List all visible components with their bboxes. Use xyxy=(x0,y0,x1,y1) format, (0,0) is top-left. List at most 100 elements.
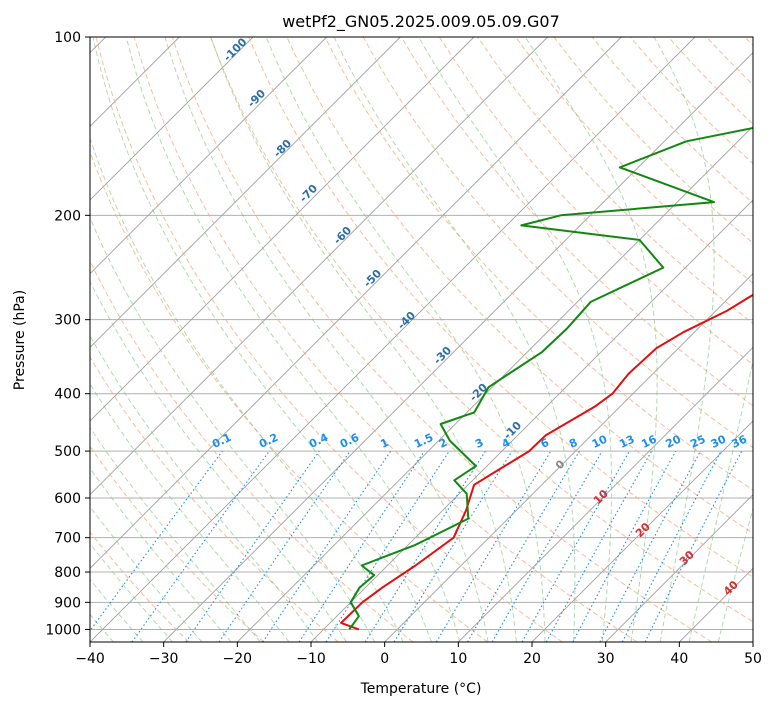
mixing-ratio-line xyxy=(325,450,450,642)
profile-series xyxy=(340,126,753,631)
dry-adiabat-line xyxy=(515,37,753,284)
moist-adiabat-line xyxy=(653,37,715,642)
y-tick-label: 900 xyxy=(54,595,81,611)
moist-adiabat-line xyxy=(90,334,319,642)
mixing-ratio-line xyxy=(185,450,320,642)
skewed-isotherms xyxy=(90,37,753,642)
y-tick-label: 800 xyxy=(54,565,81,581)
isotherm-line xyxy=(90,37,327,275)
mixing-ratio-line xyxy=(131,450,270,642)
dry-adiabat-line xyxy=(90,356,339,642)
mixing-ratio-label: 20 xyxy=(664,432,684,450)
mixing-ratio-line xyxy=(644,450,743,642)
isotherm-line xyxy=(237,125,753,642)
x-tick-label: −20 xyxy=(223,651,253,667)
y-axis-label: Pressure (hPa) xyxy=(12,290,28,390)
moist-adiabat-line xyxy=(125,37,461,642)
mixing-ratio-label: 10 xyxy=(590,432,610,450)
dry-adiabat-line xyxy=(171,37,712,642)
y-tick-label: 200 xyxy=(54,208,81,224)
y-tick-label: 500 xyxy=(54,444,81,460)
dry-adiabat-line xyxy=(324,37,753,491)
moist-adiabat-line xyxy=(265,37,546,642)
moist-adiabat-line xyxy=(333,37,576,642)
moist-adiabats xyxy=(90,37,753,642)
x-tick-label: 0 xyxy=(380,651,389,667)
isotherm-line xyxy=(90,37,696,642)
moist-adiabat-line xyxy=(92,37,432,642)
dry-adiabat-line xyxy=(90,259,414,642)
dry-adiabat-line xyxy=(248,37,753,578)
x-tick-label: 20 xyxy=(523,651,541,667)
y-tick-label: 600 xyxy=(54,491,81,507)
x-tick-label: 10 xyxy=(449,651,467,667)
mixing-ratio-line xyxy=(298,450,425,642)
mixing-ratio-label: 16 xyxy=(639,432,659,450)
x-tick-label: 50 xyxy=(744,651,762,667)
plot-frame xyxy=(89,36,754,643)
isotherm-line xyxy=(90,37,475,422)
isotherm-line xyxy=(531,420,753,642)
mixing-ratio-line xyxy=(218,450,351,642)
moist-adiabat-line xyxy=(90,136,404,642)
y-tick-label: 400 xyxy=(54,387,81,403)
x-tick-label: −40 xyxy=(75,651,105,667)
mixing-ratio-label: 30 xyxy=(709,432,729,450)
chart-title: wetPf2_GN05.2025.009.05.09.G07 xyxy=(282,12,560,32)
x-tick-label: −10 xyxy=(296,651,326,667)
dry-adiabats xyxy=(90,37,753,642)
y-tick-label: 1000 xyxy=(45,622,81,638)
dry-adiabat-line xyxy=(400,37,753,407)
moist-adiabat-line xyxy=(90,382,290,642)
dewpoint-profile-line xyxy=(348,126,753,630)
mixing-ratio-label: 36 xyxy=(730,432,750,450)
moist-adiabat-line xyxy=(210,37,517,642)
dry-adiabat-line xyxy=(438,37,753,366)
moist-adiabat-line xyxy=(688,358,753,642)
isotherm-line xyxy=(90,37,622,569)
dry-adiabat-line xyxy=(90,150,488,642)
isotherm-line xyxy=(605,494,753,642)
isobar-gridlines xyxy=(90,37,753,630)
x-tick-label: 40 xyxy=(670,651,688,667)
y-tick-label: 100 xyxy=(54,30,81,46)
isotherm-line xyxy=(90,37,254,201)
dry-adiabat-line xyxy=(90,445,264,642)
y-axis-ticks: 100 200 300 400 500 600 700 800 900 1000 xyxy=(45,30,90,638)
dry-adiabat-line xyxy=(210,37,753,623)
plot-area: 0.1 0.2 0.4 0.6 1 1.5 2 3 4 6 8 10 13 16 20 25 30 36-100-… xyxy=(90,37,753,642)
moist-adiabat-line xyxy=(524,37,658,642)
dry-adiabat-line xyxy=(90,531,190,642)
isotherm-line xyxy=(163,52,753,642)
isotherm-line xyxy=(90,37,401,348)
moist-adiabat-line xyxy=(90,426,261,642)
x-tick-label: 30 xyxy=(597,651,615,667)
mixing-ratio-line xyxy=(393,450,513,642)
isotherm-line xyxy=(458,346,753,642)
mixing-ratio-line xyxy=(572,450,677,642)
x-tick-label: −30 xyxy=(149,651,179,667)
moist-adiabat-line xyxy=(90,467,232,642)
x-axis-label: Temperature (°C) xyxy=(360,681,482,697)
mixing-ratio-label: 13 xyxy=(617,433,636,451)
mixing-ratio-line xyxy=(90,450,223,632)
isotherm-line xyxy=(90,37,548,496)
moist-adiabat-line xyxy=(90,280,347,642)
dry-adiabat-line xyxy=(133,37,638,642)
mixing-ratio-line xyxy=(521,450,630,642)
moist-adiabat-line xyxy=(164,37,489,642)
moist-adiabat-line xyxy=(418,37,613,642)
moist-adiabat-line xyxy=(90,216,376,642)
mixing-ratio-line xyxy=(262,450,392,642)
mixing-ratio-lines xyxy=(90,450,743,642)
temperature-profile-line xyxy=(340,293,753,631)
y-tick-label: 300 xyxy=(54,313,81,329)
mixing-ratio-label: 25 xyxy=(688,433,707,451)
x-axis-ticks: −40 −30 −20 −10 0 10 20 30 40 50 xyxy=(75,642,762,667)
y-tick-label: 700 xyxy=(54,531,81,547)
isotherm-line xyxy=(384,273,753,642)
mixing-ratio-line xyxy=(545,450,653,642)
moist-adiabat-line xyxy=(717,506,753,642)
